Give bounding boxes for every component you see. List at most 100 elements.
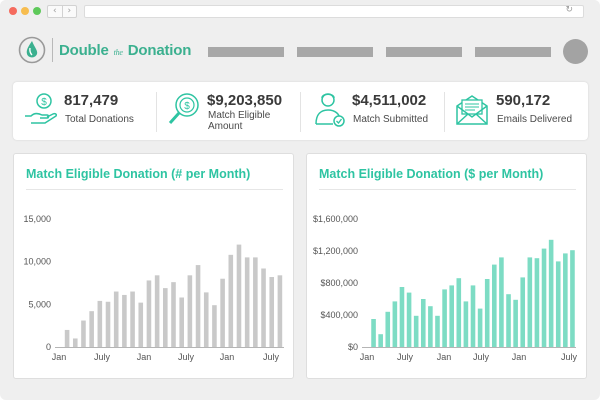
brand-name-part2: Donation	[127, 41, 192, 59]
bar[interactable]	[89, 311, 94, 347]
bar[interactable]	[563, 253, 568, 347]
bar[interactable]	[122, 294, 127, 347]
bar[interactable]	[541, 248, 547, 347]
bar[interactable]	[64, 329, 70, 347]
stat-label: Match Eligible Amount	[208, 110, 271, 132]
stat-value: $9,203,850	[207, 92, 283, 109]
bar[interactable]	[399, 287, 405, 347]
bar[interactable]	[220, 278, 225, 347]
y-tick-label: $1,600,000	[313, 214, 358, 224]
bar[interactable]	[163, 288, 168, 347]
bar[interactable]	[534, 258, 540, 347]
bar[interactable]	[81, 320, 86, 347]
title-divider	[26, 189, 283, 190]
bar[interactable]	[506, 294, 511, 347]
svg-text:$: $	[184, 101, 190, 112]
bar[interactable]	[261, 268, 266, 347]
bar[interactable]	[413, 315, 419, 347]
bar[interactable]	[138, 302, 144, 347]
close-window-button[interactable]	[9, 7, 17, 15]
bar[interactable]	[570, 250, 575, 347]
bar[interactable]	[105, 301, 111, 347]
bar[interactable]	[113, 291, 119, 347]
bar[interactable]	[484, 279, 490, 347]
reload-icon[interactable]: ↻	[565, 5, 573, 15]
x-tick-label: Jan	[512, 352, 527, 362]
nav-item-placeholder-2[interactable]	[297, 47, 373, 57]
x-tick-label: Jan	[360, 352, 375, 362]
y-tick-label: $800,000	[320, 278, 358, 288]
bar[interactable]	[154, 275, 160, 347]
bar[interactable]	[253, 257, 258, 347]
nav-item-placeholder-3[interactable]	[386, 47, 462, 57]
bar[interactable]	[463, 301, 469, 347]
bar[interactable]	[212, 305, 217, 347]
bar[interactable]	[97, 300, 103, 347]
bar[interactable]	[378, 334, 383, 347]
bar[interactable]	[527, 257, 533, 347]
brand-name-part1: Double	[59, 41, 109, 59]
bar[interactable]	[179, 297, 184, 347]
app-header: Double the Donation	[10, 22, 590, 80]
x-tick-label: Jan	[137, 352, 152, 362]
amount-bar-chart: $1,600,000$1,200,000$800,000$400,000$0Ja…	[313, 214, 578, 362]
bar[interactable]	[385, 311, 391, 347]
bar[interactable]	[228, 254, 234, 347]
bar[interactable]	[371, 319, 376, 347]
browser-nav-buttons: ‹ ›	[47, 5, 77, 18]
bar[interactable]	[513, 299, 518, 347]
bar[interactable]	[492, 264, 497, 347]
nav-item-placeholder-1[interactable]	[208, 47, 284, 57]
bar[interactable]	[244, 257, 250, 347]
title-divider	[319, 189, 576, 190]
user-avatar[interactable]	[563, 39, 588, 64]
bar[interactable]	[499, 257, 504, 347]
stat-label: Total Donations	[65, 114, 134, 125]
stat-total-donations: $ 817,479 Total Donations	[13, 82, 156, 140]
bar[interactable]	[442, 289, 447, 347]
x-tick-label: Jan	[220, 352, 235, 362]
bar[interactable]	[428, 306, 433, 347]
bar[interactable]	[456, 278, 462, 347]
x-tick-label: July	[473, 352, 490, 362]
x-tick-label: July	[397, 352, 414, 362]
back-arrow-icon[interactable]: ‹	[48, 6, 63, 17]
bar[interactable]	[269, 277, 275, 347]
bar[interactable]	[171, 282, 176, 347]
envelope-icon	[456, 95, 488, 125]
bar[interactable]	[435, 315, 440, 347]
bar[interactable]	[548, 239, 554, 347]
stat-divider	[156, 92, 157, 132]
brand-name: Double the Donation	[59, 42, 191, 59]
nav-item-placeholder-4[interactable]	[475, 47, 551, 57]
forward-arrow-icon[interactable]: ›	[67, 6, 72, 16]
y-tick-label: 0	[46, 342, 51, 352]
bar[interactable]	[277, 275, 283, 347]
stat-match-submitted: $4,511,002 Match Submitted	[301, 82, 444, 140]
bar[interactable]	[555, 261, 561, 347]
bar[interactable]	[477, 308, 483, 347]
minimize-window-button[interactable]	[21, 7, 29, 15]
bar[interactable]	[195, 265, 201, 347]
bar[interactable]	[146, 280, 152, 347]
bar[interactable]	[187, 275, 193, 347]
brand-logo[interactable]: Double the Donation	[18, 34, 191, 66]
bar[interactable]	[236, 244, 242, 347]
address-bar[interactable]: ↻	[84, 5, 584, 18]
bar[interactable]	[72, 338, 78, 347]
stat-label: Emails Delivered	[497, 114, 573, 125]
x-tick-label: Jan	[52, 352, 67, 362]
bar[interactable]	[420, 299, 426, 347]
y-tick-label: 10,000	[23, 257, 51, 267]
bar[interactable]	[406, 292, 412, 347]
bar[interactable]	[520, 277, 526, 347]
bar[interactable]	[392, 301, 398, 347]
bar[interactable]	[449, 285, 454, 347]
hand-dollar-icon: $	[25, 93, 57, 124]
bar[interactable]	[470, 285, 476, 347]
stat-value: 590,172	[496, 92, 551, 109]
maximize-window-button[interactable]	[33, 7, 41, 15]
bar[interactable]	[130, 291, 135, 347]
bar[interactable]	[203, 292, 209, 347]
